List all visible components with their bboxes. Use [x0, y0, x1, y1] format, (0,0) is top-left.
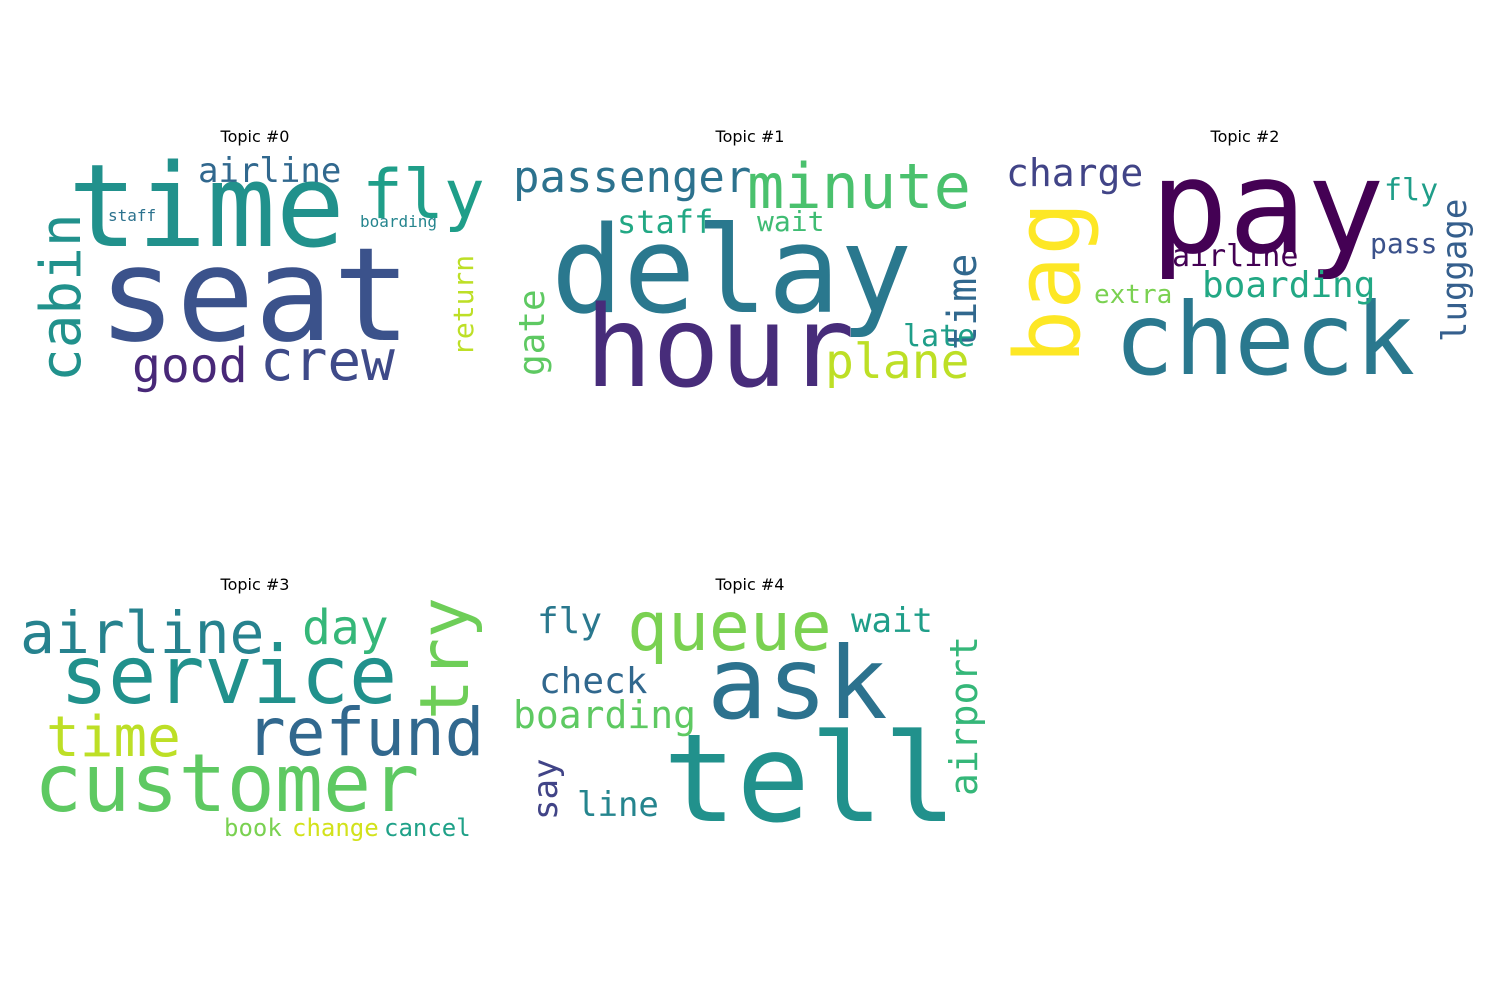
word: time [46, 705, 181, 770]
panel-title: Topic #2 [1210, 127, 1280, 146]
word: bag [996, 201, 1101, 364]
word: service [60, 629, 398, 722]
word: boarding [513, 693, 697, 737]
word: airline [1172, 239, 1299, 274]
word: airline [20, 599, 265, 667]
word: airline [198, 151, 342, 191]
word: customer [34, 737, 420, 830]
word: day [302, 600, 389, 656]
panel-title: Topic #3 [220, 575, 290, 594]
word: staff [617, 203, 714, 241]
word: late [903, 319, 976, 354]
word: crew [260, 329, 395, 394]
word: book [224, 814, 282, 842]
word: say [526, 758, 566, 820]
word: queue [627, 588, 832, 667]
word: refund [246, 694, 485, 771]
wordcloud-panel-topic-0: Topic #0 seat time fly airline cabin sta… [20, 128, 490, 420]
word: passenger [513, 152, 752, 203]
word: cancel [384, 814, 471, 842]
wordcloud-panel-topic-3: Topic #3 airline day try service time re… [20, 576, 490, 868]
word: boarding [360, 212, 438, 231]
word: check [539, 661, 648, 702]
word: seat [98, 219, 412, 371]
word: staff [108, 206, 157, 225]
word: line [577, 785, 659, 825]
word: gate [512, 289, 553, 376]
word: extra [1094, 280, 1173, 310]
panel-title: Topic #1 [715, 127, 785, 146]
word: tell [663, 708, 957, 850]
word: fly [1384, 173, 1439, 208]
word: fly [362, 156, 485, 235]
word: wait [851, 601, 933, 641]
word: hour [585, 283, 855, 413]
word: boarding [1202, 265, 1376, 306]
word: pay [1150, 131, 1385, 283]
word: time [68, 140, 345, 274]
word: return [447, 254, 480, 356]
word: charge [1006, 151, 1144, 195]
wordcloud-panel-topic-4: Topic #4 queue fly wait ask check boardi… [513, 576, 986, 868]
wordcloud-panel-topic-1: Topic #1 delay hour passenger minute sta… [512, 128, 986, 420]
word: luggage [1435, 198, 1475, 342]
panel-title: Topic #4 [715, 575, 785, 594]
word: minute [747, 150, 971, 223]
word: check [1114, 281, 1416, 398]
panel-title: Topic #0 [220, 127, 290, 146]
word: cabin [29, 213, 94, 382]
word: good [132, 338, 248, 394]
word: fly [537, 601, 603, 642]
word: wait [757, 205, 825, 238]
word: delay [551, 202, 913, 341]
word: ask [707, 625, 888, 742]
word: pass [1370, 227, 1438, 260]
wordcloud-panel-topic-2: Topic #2 pay check bag charge fly airlin… [996, 128, 1480, 420]
word: plane [825, 334, 970, 390]
word: change [292, 814, 379, 842]
